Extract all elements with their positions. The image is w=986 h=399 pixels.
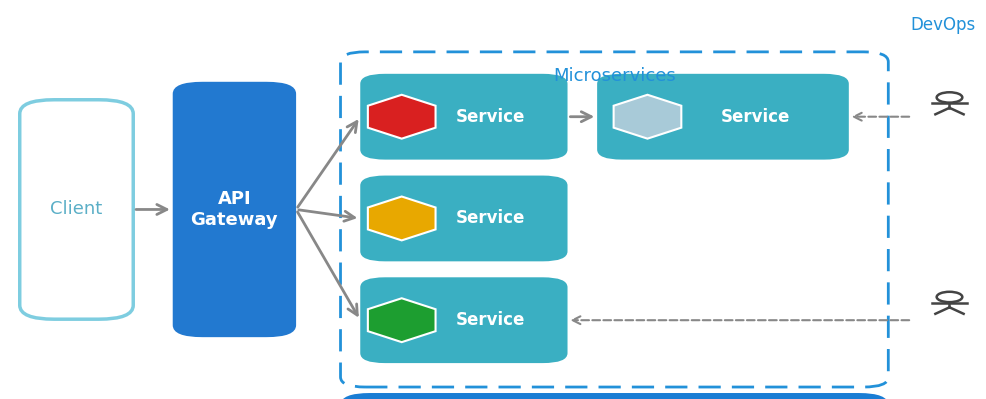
FancyBboxPatch shape <box>360 277 567 363</box>
Text: Client: Client <box>50 200 103 219</box>
Text: Microservices: Microservices <box>552 67 675 85</box>
Polygon shape <box>368 298 435 342</box>
Text: Service: Service <box>456 311 525 329</box>
Text: Service: Service <box>456 209 525 227</box>
Polygon shape <box>368 95 435 139</box>
FancyBboxPatch shape <box>360 74 567 160</box>
Text: API
Gateway: API Gateway <box>190 190 278 229</box>
FancyBboxPatch shape <box>340 393 887 399</box>
FancyBboxPatch shape <box>173 82 296 337</box>
FancyBboxPatch shape <box>20 100 133 319</box>
FancyBboxPatch shape <box>360 176 567 261</box>
Polygon shape <box>368 197 435 240</box>
Text: Service: Service <box>456 108 525 126</box>
FancyBboxPatch shape <box>597 74 848 160</box>
Text: DevOps: DevOps <box>909 16 974 34</box>
Polygon shape <box>613 95 680 139</box>
Text: Service: Service <box>721 108 790 126</box>
